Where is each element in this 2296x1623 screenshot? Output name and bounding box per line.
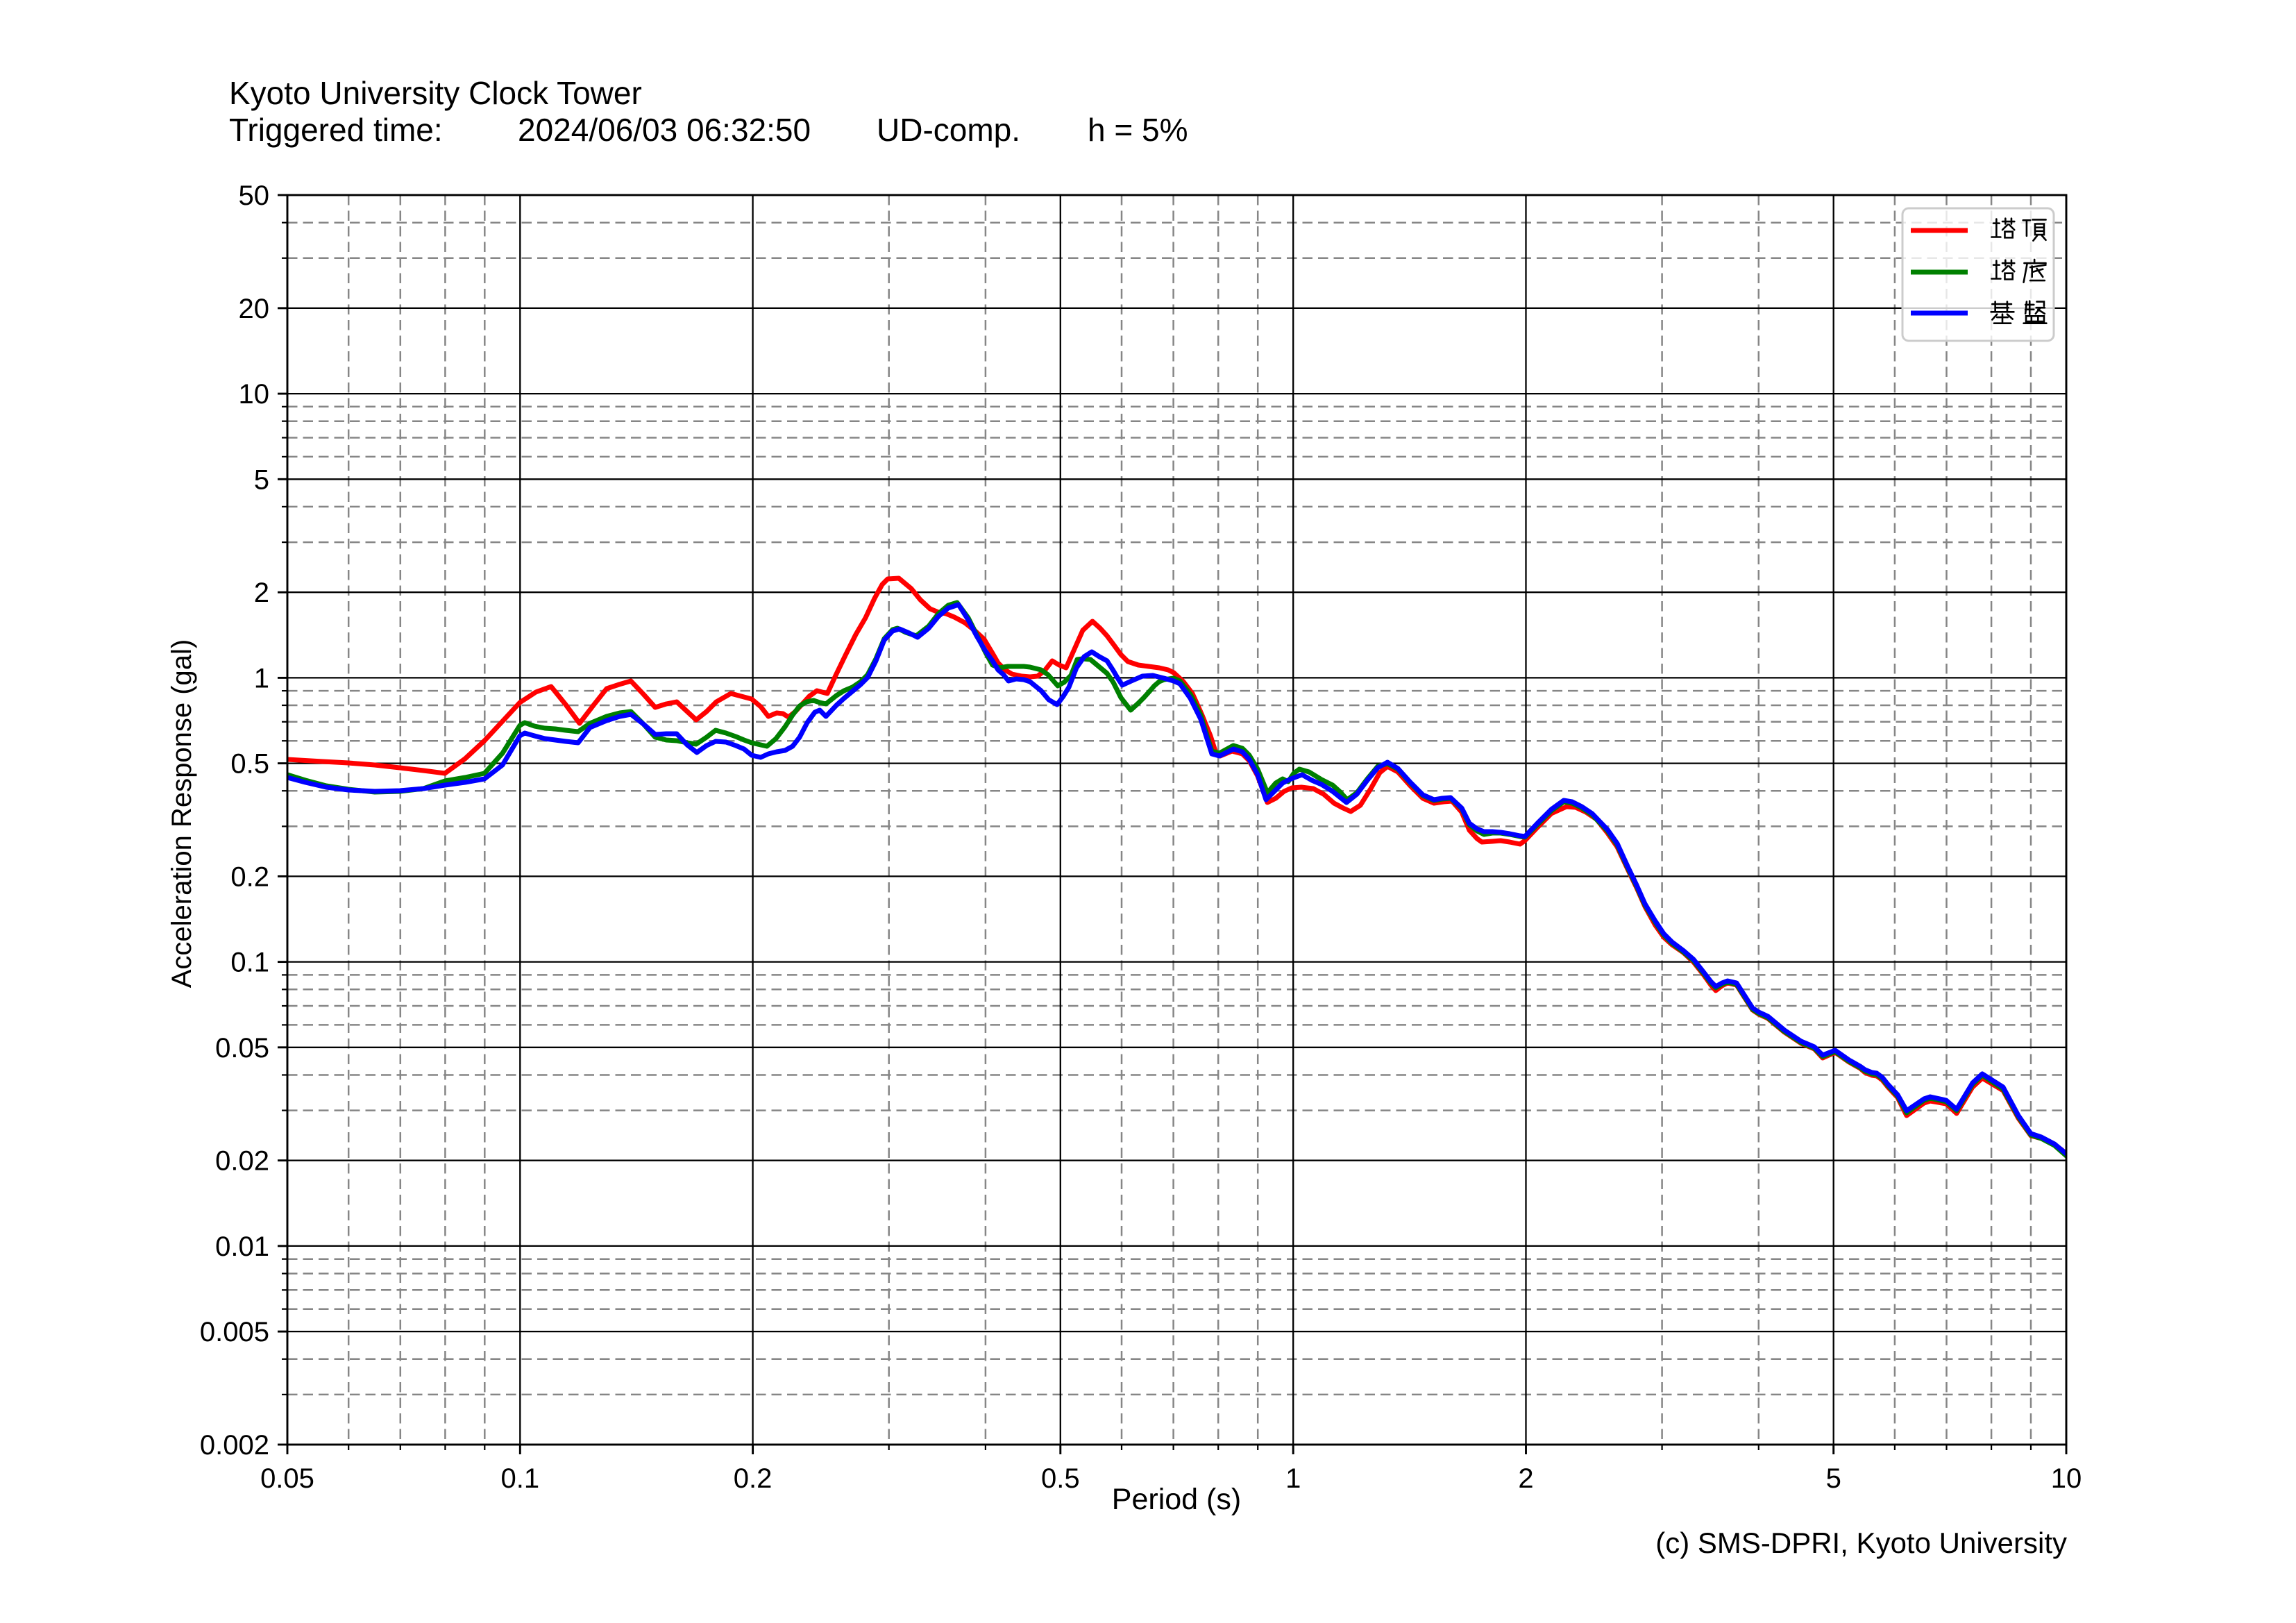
svg-text:0.1: 0.1: [500, 1463, 539, 1494]
svg-text:UD-comp.: UD-comp.: [877, 112, 1020, 148]
svg-text:0.02: 0.02: [215, 1146, 269, 1177]
svg-text:0.05: 0.05: [260, 1463, 314, 1494]
svg-text:0.2: 0.2: [734, 1463, 773, 1494]
svg-text:(c) SMS-DPRI, Kyoto University: (c) SMS-DPRI, Kyoto University: [1655, 1527, 2067, 1559]
svg-text:5: 5: [1826, 1463, 1841, 1494]
svg-text:2: 2: [1518, 1463, 1533, 1494]
svg-text:0.005: 0.005: [200, 1317, 269, 1347]
svg-text:2024/06/03 06:32:50: 2024/06/03 06:32:50: [518, 112, 811, 148]
svg-text:Period (s): Period (s): [1112, 1483, 1241, 1516]
svg-text:10: 10: [2051, 1463, 2082, 1494]
svg-text:0.5: 0.5: [1041, 1463, 1080, 1494]
svg-text:5: 5: [254, 464, 269, 495]
svg-text:0.01: 0.01: [215, 1231, 269, 1262]
svg-text:2: 2: [254, 578, 269, 608]
svg-text:20: 20: [239, 294, 270, 324]
svg-text:0.05: 0.05: [215, 1033, 269, 1063]
svg-text:50: 50: [239, 180, 270, 211]
svg-text:10: 10: [239, 379, 270, 410]
svg-text:h = 5%: h = 5%: [1088, 112, 1188, 148]
svg-text:Kyoto University Clock Tower: Kyoto University Clock Tower: [229, 75, 642, 111]
svg-text:1: 1: [1285, 1463, 1301, 1494]
svg-text:1: 1: [254, 663, 269, 693]
svg-text:Acceleration Response (gal): Acceleration Response (gal): [167, 639, 197, 988]
svg-text:0.2: 0.2: [230, 861, 269, 892]
svg-text:0.5: 0.5: [230, 749, 269, 780]
svg-text:Triggered time:: Triggered time:: [229, 112, 443, 148]
svg-text:0.1: 0.1: [230, 948, 269, 978]
svg-text:0.002: 0.002: [200, 1430, 269, 1461]
